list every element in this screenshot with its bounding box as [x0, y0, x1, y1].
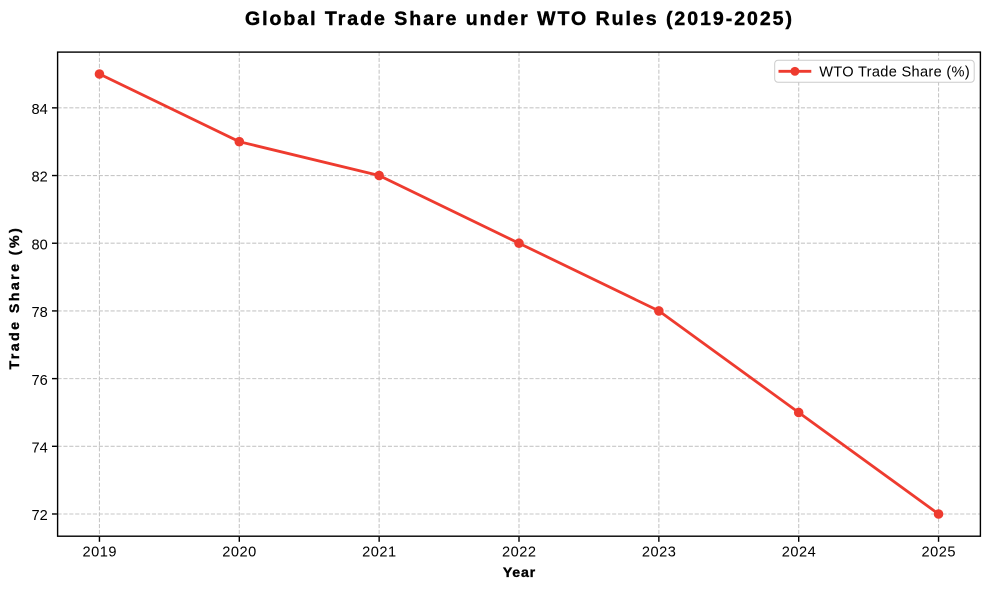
svg-text:78: 78: [32, 305, 48, 321]
svg-text:2022: 2022: [502, 544, 536, 560]
svg-text:72: 72: [32, 508, 48, 524]
svg-text:84: 84: [32, 102, 48, 118]
svg-text:2021: 2021: [362, 544, 396, 560]
svg-text:82: 82: [32, 170, 48, 186]
svg-text:2019: 2019: [82, 544, 116, 560]
svg-text:Year: Year: [503, 565, 536, 581]
svg-text:80: 80: [32, 237, 48, 253]
svg-text:2023: 2023: [642, 544, 676, 560]
svg-text:76: 76: [32, 373, 48, 389]
svg-text:2024: 2024: [782, 544, 816, 560]
svg-text:74: 74: [32, 441, 48, 457]
svg-text:2020: 2020: [222, 544, 256, 560]
svg-text:WTO Trade Share (%): WTO Trade Share (%): [819, 65, 970, 81]
svg-text:2025: 2025: [922, 544, 956, 560]
